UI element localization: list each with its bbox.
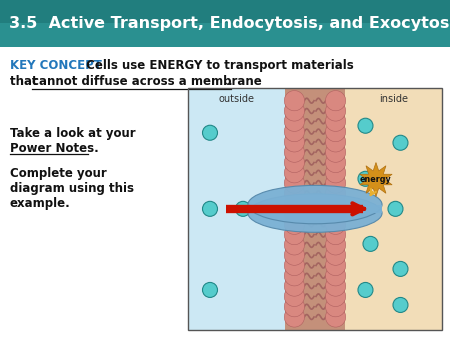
Circle shape — [284, 224, 305, 245]
Circle shape — [325, 286, 346, 307]
Text: Power Notes.: Power Notes. — [10, 142, 99, 155]
Text: example.: example. — [10, 197, 71, 210]
Circle shape — [284, 101, 305, 121]
Text: .: . — [228, 75, 233, 88]
Circle shape — [284, 121, 305, 142]
Circle shape — [325, 142, 346, 162]
Circle shape — [284, 307, 305, 327]
Circle shape — [284, 276, 305, 296]
Circle shape — [325, 224, 346, 245]
Circle shape — [284, 266, 305, 286]
Text: energy: energy — [360, 175, 392, 184]
Circle shape — [325, 183, 346, 203]
Circle shape — [284, 194, 305, 214]
Circle shape — [325, 132, 346, 152]
Circle shape — [325, 173, 346, 193]
Circle shape — [284, 286, 305, 307]
Circle shape — [358, 118, 373, 133]
Circle shape — [325, 266, 346, 286]
Text: KEY CONCEPT: KEY CONCEPT — [10, 59, 102, 72]
Text: outside: outside — [218, 94, 254, 104]
Circle shape — [325, 121, 346, 142]
Text: inside: inside — [379, 94, 408, 104]
Text: that: that — [10, 75, 42, 88]
Bar — [188, 88, 442, 330]
Circle shape — [325, 91, 346, 111]
Circle shape — [284, 245, 305, 265]
Circle shape — [202, 201, 217, 216]
Circle shape — [284, 235, 305, 255]
Text: diagram using this: diagram using this — [10, 182, 134, 195]
Circle shape — [325, 101, 346, 121]
Circle shape — [393, 135, 408, 150]
Circle shape — [325, 163, 346, 183]
Circle shape — [393, 261, 408, 276]
Bar — [248, 204, 382, 213]
Text: cannot diffuse across a membrane: cannot diffuse across a membrane — [32, 75, 262, 88]
Circle shape — [284, 91, 305, 111]
Circle shape — [325, 214, 346, 234]
Bar — [188, 88, 284, 330]
Circle shape — [284, 132, 305, 152]
Circle shape — [325, 296, 346, 317]
Circle shape — [202, 283, 217, 297]
Circle shape — [235, 201, 251, 216]
Ellipse shape — [248, 194, 382, 232]
Text: Take a look at your: Take a look at your — [10, 127, 135, 140]
Bar — [346, 88, 442, 330]
Polygon shape — [0, 0, 450, 23]
Text: Complete your: Complete your — [10, 167, 107, 180]
Circle shape — [284, 163, 305, 183]
Text: 3.5  Active Transport, Endocytosis, and Exocytosis: 3.5 Active Transport, Endocytosis, and E… — [9, 16, 450, 31]
Polygon shape — [360, 163, 392, 196]
Polygon shape — [0, 0, 450, 47]
Circle shape — [325, 256, 346, 275]
Circle shape — [325, 307, 346, 327]
Circle shape — [284, 142, 305, 162]
Circle shape — [358, 171, 373, 186]
Ellipse shape — [248, 185, 382, 224]
Circle shape — [325, 245, 346, 265]
Circle shape — [388, 201, 403, 216]
Circle shape — [284, 173, 305, 193]
Circle shape — [325, 204, 346, 224]
Circle shape — [325, 152, 346, 173]
Circle shape — [363, 236, 378, 251]
Circle shape — [358, 283, 373, 297]
Text: Cells use ENERGY to transport materials: Cells use ENERGY to transport materials — [82, 59, 354, 72]
Circle shape — [284, 111, 305, 131]
Circle shape — [325, 276, 346, 296]
Circle shape — [284, 296, 305, 317]
Circle shape — [325, 194, 346, 214]
Circle shape — [393, 297, 408, 312]
Circle shape — [325, 111, 346, 131]
Bar — [284, 88, 346, 330]
Circle shape — [202, 125, 217, 140]
Circle shape — [325, 235, 346, 255]
Circle shape — [284, 256, 305, 275]
Circle shape — [284, 204, 305, 224]
Circle shape — [284, 214, 305, 234]
Circle shape — [284, 183, 305, 203]
Circle shape — [284, 152, 305, 173]
